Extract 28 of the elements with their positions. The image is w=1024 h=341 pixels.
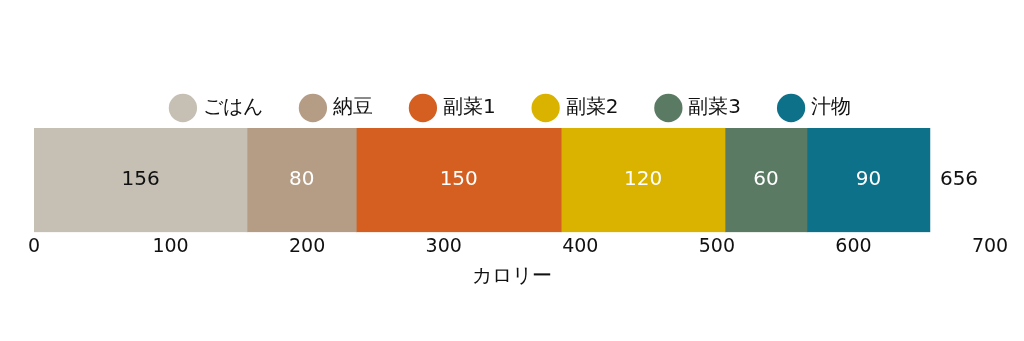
total-label: 656 bbox=[939, 166, 979, 191]
data-label: 150 bbox=[439, 166, 478, 191]
x-tick-label: 200 bbox=[289, 233, 326, 256]
x-tick-label: 600 bbox=[835, 233, 872, 256]
legend-label: 副菜2 bbox=[565, 94, 619, 119]
x-tick-label: 100 bbox=[152, 233, 189, 256]
legend-label: 汁物 bbox=[811, 94, 852, 119]
bar bbox=[246, 128, 357, 233]
x-tick-label: 400 bbox=[562, 233, 599, 256]
data-label: 80 bbox=[288, 166, 315, 191]
legend-label: 副菜3 bbox=[688, 94, 742, 119]
data-label: 120 bbox=[624, 166, 663, 191]
x-tick-label: 500 bbox=[698, 233, 735, 256]
bar bbox=[724, 128, 808, 233]
x-axis-title: カロリー bbox=[472, 263, 552, 288]
x-tick-label: 300 bbox=[425, 233, 462, 256]
data-label: 60 bbox=[753, 166, 779, 191]
data-label: 90 bbox=[855, 166, 882, 191]
bar bbox=[806, 128, 931, 233]
legend-label: 副菜1 bbox=[442, 94, 496, 119]
bar bbox=[560, 128, 726, 233]
x-tick-label: 0 bbox=[27, 233, 41, 256]
data-label: 156 bbox=[121, 166, 160, 191]
bar bbox=[355, 128, 562, 233]
bar bbox=[34, 128, 248, 233]
legend-label: ごはん bbox=[202, 94, 263, 119]
x-tick-label: 700 bbox=[971, 233, 1009, 256]
legend-label: 納豆 bbox=[332, 94, 373, 119]
